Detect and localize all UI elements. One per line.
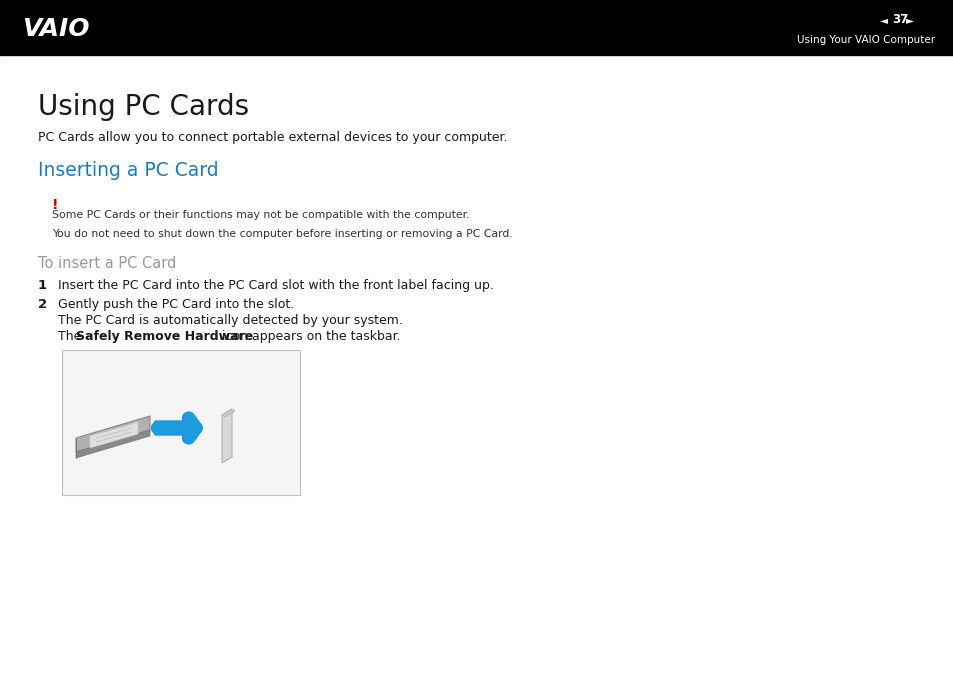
- Bar: [0, 0, 953, 55]
- Text: 37: 37: [891, 13, 907, 26]
- Text: VAIO: VAIO: [22, 17, 90, 40]
- Text: You do not need to shut down the computer before inserting or removing a PC Card: You do not need to shut down the compute…: [52, 229, 512, 239]
- Text: Some PC Cards or their functions may not be compatible with the computer.: Some PC Cards or their functions may not…: [52, 210, 469, 220]
- Text: 2: 2: [38, 298, 47, 311]
- Text: PC Cards allow you to connect portable external devices to your computer.: PC Cards allow you to connect portable e…: [38, 131, 507, 144]
- Text: !: !: [52, 198, 58, 212]
- Text: Safely Remove Hardware: Safely Remove Hardware: [76, 330, 253, 343]
- Bar: [62, 350, 299, 495]
- Text: Inserting a PC Card: Inserting a PC Card: [38, 161, 218, 180]
- Polygon shape: [76, 430, 150, 458]
- Polygon shape: [90, 422, 138, 448]
- Text: icon appears on the taskbar.: icon appears on the taskbar.: [218, 330, 400, 343]
- FancyArrow shape: [154, 415, 203, 441]
- Text: ►: ►: [905, 15, 913, 25]
- Text: Gently push the PC Card into the slot.: Gently push the PC Card into the slot.: [58, 298, 294, 311]
- Text: Insert the PC Card into the PC Card slot with the front label facing up.: Insert the PC Card into the PC Card slot…: [58, 279, 494, 292]
- Text: The: The: [58, 330, 85, 343]
- Text: Using Your VAIO Computer: Using Your VAIO Computer: [796, 34, 934, 44]
- Polygon shape: [222, 409, 232, 463]
- Text: The PC Card is automatically detected by your system.: The PC Card is automatically detected by…: [58, 314, 402, 327]
- Text: 1: 1: [38, 279, 47, 292]
- Polygon shape: [222, 409, 234, 417]
- Text: ◄: ◄: [879, 15, 887, 25]
- Text: To insert a PC Card: To insert a PC Card: [38, 256, 176, 271]
- Polygon shape: [76, 416, 150, 452]
- Text: Using PC Cards: Using PC Cards: [38, 93, 249, 121]
